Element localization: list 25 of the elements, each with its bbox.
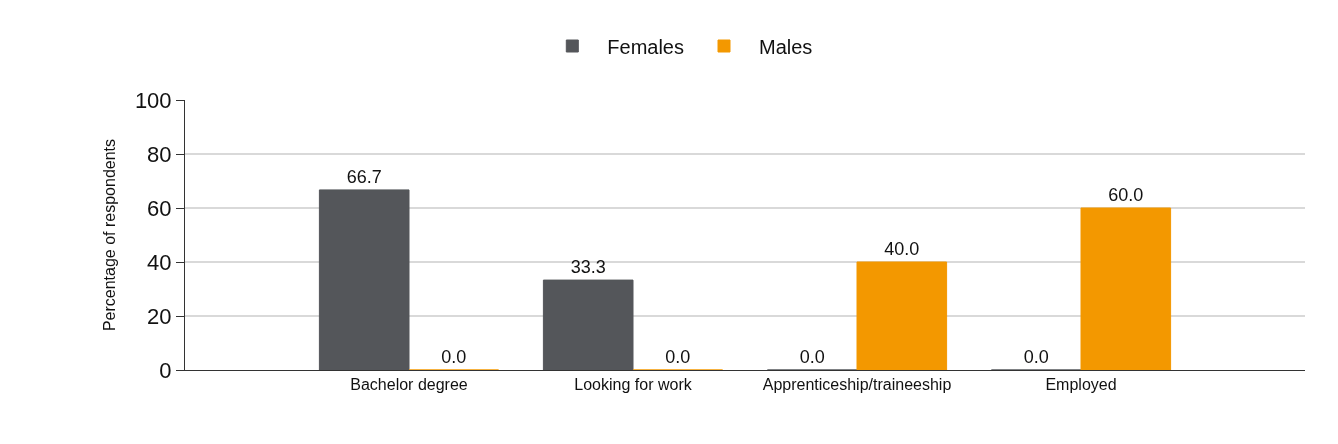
data-label: 66.7 <box>346 166 382 187</box>
data-label: 0.0 <box>441 347 467 367</box>
data-label: 60.0 <box>1108 185 1144 205</box>
y-tick-label: 60 <box>147 195 172 221</box>
y-tick-label: 40 <box>147 249 172 275</box>
y-tick-label: 100 <box>134 87 172 113</box>
bar <box>1080 207 1172 370</box>
x-tick-label: Looking for work <box>574 376 693 394</box>
bar <box>856 261 948 370</box>
data-label: 0.0 <box>799 347 825 367</box>
x-tick-label: Apprenticeship/traineeship <box>762 376 952 394</box>
y-tick-label: 20 <box>147 303 172 329</box>
bar <box>318 189 410 370</box>
y-tick-label: 0 <box>159 357 172 383</box>
data-label: 0.0 <box>665 347 691 367</box>
x-tick-label: Bachelor degree <box>350 376 468 394</box>
data-label: 40.0 <box>884 239 920 259</box>
legend-label: Males <box>759 35 813 58</box>
x-tick-label: Employed <box>1045 376 1117 394</box>
legend-label: Females <box>607 35 684 58</box>
data-label: 0.0 <box>1023 347 1049 367</box>
y-axis-title: Percentage of respondents <box>100 138 118 332</box>
y-tick-label: 80 <box>147 141 172 167</box>
bar <box>542 279 634 370</box>
data-label: 33.3 <box>570 257 606 278</box>
